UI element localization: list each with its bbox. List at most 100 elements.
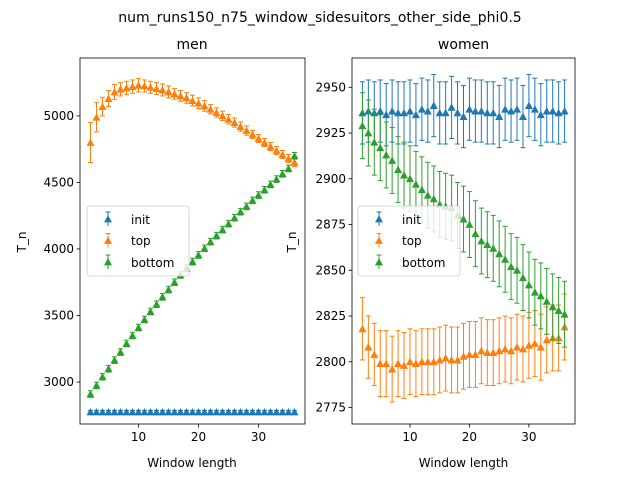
men-top-point: [158, 85, 167, 94]
women-bottom-point: [429, 194, 438, 203]
women-bottom-point: [542, 297, 551, 305]
women-legend-label-top: top: [402, 234, 422, 248]
men-init-point: [122, 408, 131, 416]
women-bottom-point: [513, 266, 522, 274]
men-bottom-point: [152, 300, 161, 308]
women-legend: init top bottom: [357, 205, 461, 277]
women-axes-frame: [351, 57, 576, 425]
women-init-point: [429, 101, 438, 109]
women-top-point: [530, 339, 539, 347]
women-bottom-point: [548, 302, 557, 311]
men-bottom-point: [290, 151, 299, 160]
men-bottom-point: [140, 315, 149, 323]
women-top-point: [417, 357, 426, 366]
men-init-point: [212, 408, 221, 416]
men-top-point: [98, 102, 107, 110]
women-legend-handle-init-marker: [375, 215, 383, 223]
women-y-tick-label: 2825: [315, 309, 346, 323]
men-bottom-point: [116, 348, 125, 356]
women-bottom-point: [405, 174, 414, 183]
men-init-point: [176, 408, 185, 416]
women-init-point: [530, 105, 539, 113]
women-init-point: [513, 105, 522, 113]
men-bottom-point: [188, 257, 197, 266]
men-bottom-point: [236, 207, 245, 216]
women-top-point: [513, 343, 522, 351]
men-top-point: [128, 82, 137, 91]
women-top-point: [477, 346, 486, 355]
women-top-point: [405, 357, 414, 366]
women-init-point: [471, 107, 480, 115]
men-series-top: [86, 78, 299, 167]
women-legend-handle-top-marker: [375, 236, 383, 244]
men-series-bottom: [86, 151, 299, 398]
women-top-point: [388, 365, 397, 373]
women-init-point: [376, 107, 385, 115]
men-init-point: [110, 408, 119, 416]
women-legend-label-init: init: [402, 213, 421, 227]
women-init-point: [548, 107, 557, 115]
women-init-point: [542, 107, 551, 115]
men-top-point: [212, 108, 221, 116]
men-bottom-point: [194, 250, 203, 259]
women-top-point: [394, 359, 403, 368]
women-top-point: [536, 343, 545, 351]
men-init-point: [194, 408, 203, 416]
men-top-point: [86, 138, 95, 146]
men-bottom-point: [134, 323, 143, 331]
men-bottom-point: [218, 225, 227, 234]
men-panel-title: men: [176, 37, 207, 53]
women-init-point: [501, 105, 510, 113]
men-series-init: [86, 408, 299, 416]
men-bottom-point: [122, 339, 131, 347]
women-legend-label-bottom: bottom: [402, 256, 445, 270]
women-x-tick-label: 10: [402, 430, 417, 444]
men-legend-handle-top-marker: [104, 236, 112, 244]
men-bottom-point: [230, 213, 239, 222]
men-bottom-point: [254, 191, 263, 199]
men-init-point: [116, 408, 125, 416]
men-y-tick-label: 5000: [43, 109, 74, 123]
men-top-point: [104, 94, 113, 102]
women-bottom-point: [376, 143, 385, 152]
men-init-point: [86, 408, 95, 416]
women-bottom-point: [459, 215, 468, 223]
men-bottom-point: [272, 175, 281, 183]
men-top-point: [236, 122, 245, 130]
men-legend-box: [86, 205, 190, 277]
men-bottom-point: [284, 164, 293, 172]
men-plot-area: [86, 78, 299, 416]
women-top-point: [483, 348, 492, 357]
men-init-point: [92, 408, 101, 416]
men-x-tick-label: 20: [191, 430, 206, 444]
men-top-point: [176, 91, 185, 100]
men-top-point: [164, 87, 173, 96]
men-bottom-point: [260, 185, 269, 194]
men-bottom-point: [128, 331, 137, 339]
women-bottom-point: [501, 255, 510, 263]
women-top-point: [447, 355, 456, 364]
men-init-point: [140, 408, 149, 416]
men-init-point: [224, 408, 233, 416]
men-top-point: [290, 158, 299, 166]
men-init-point: [218, 408, 227, 416]
men-bottom-point: [110, 356, 119, 364]
men-legend: init top bottom: [86, 205, 190, 277]
men-init-point: [182, 408, 191, 416]
women-bottom-point: [483, 240, 492, 249]
men-top-point: [248, 130, 257, 138]
men-legend-label-init: init: [131, 213, 150, 227]
women-bottom-point: [370, 138, 379, 146]
men-bottom-point: [212, 231, 221, 240]
women-top-point: [518, 344, 527, 353]
men-panel: men Window length T_n init top bottom 10…: [15, 37, 306, 470]
women-top-point: [423, 357, 432, 366]
men-x-tick-label: 30: [251, 430, 266, 444]
men-init-point: [98, 408, 107, 416]
men-bottom-point: [248, 196, 257, 204]
men-init-point: [266, 408, 275, 416]
women-y-tick-label: 2775: [315, 401, 346, 415]
men-top-point: [194, 99, 203, 107]
men-init-point: [254, 408, 263, 416]
women-bottom-point: [417, 185, 426, 194]
